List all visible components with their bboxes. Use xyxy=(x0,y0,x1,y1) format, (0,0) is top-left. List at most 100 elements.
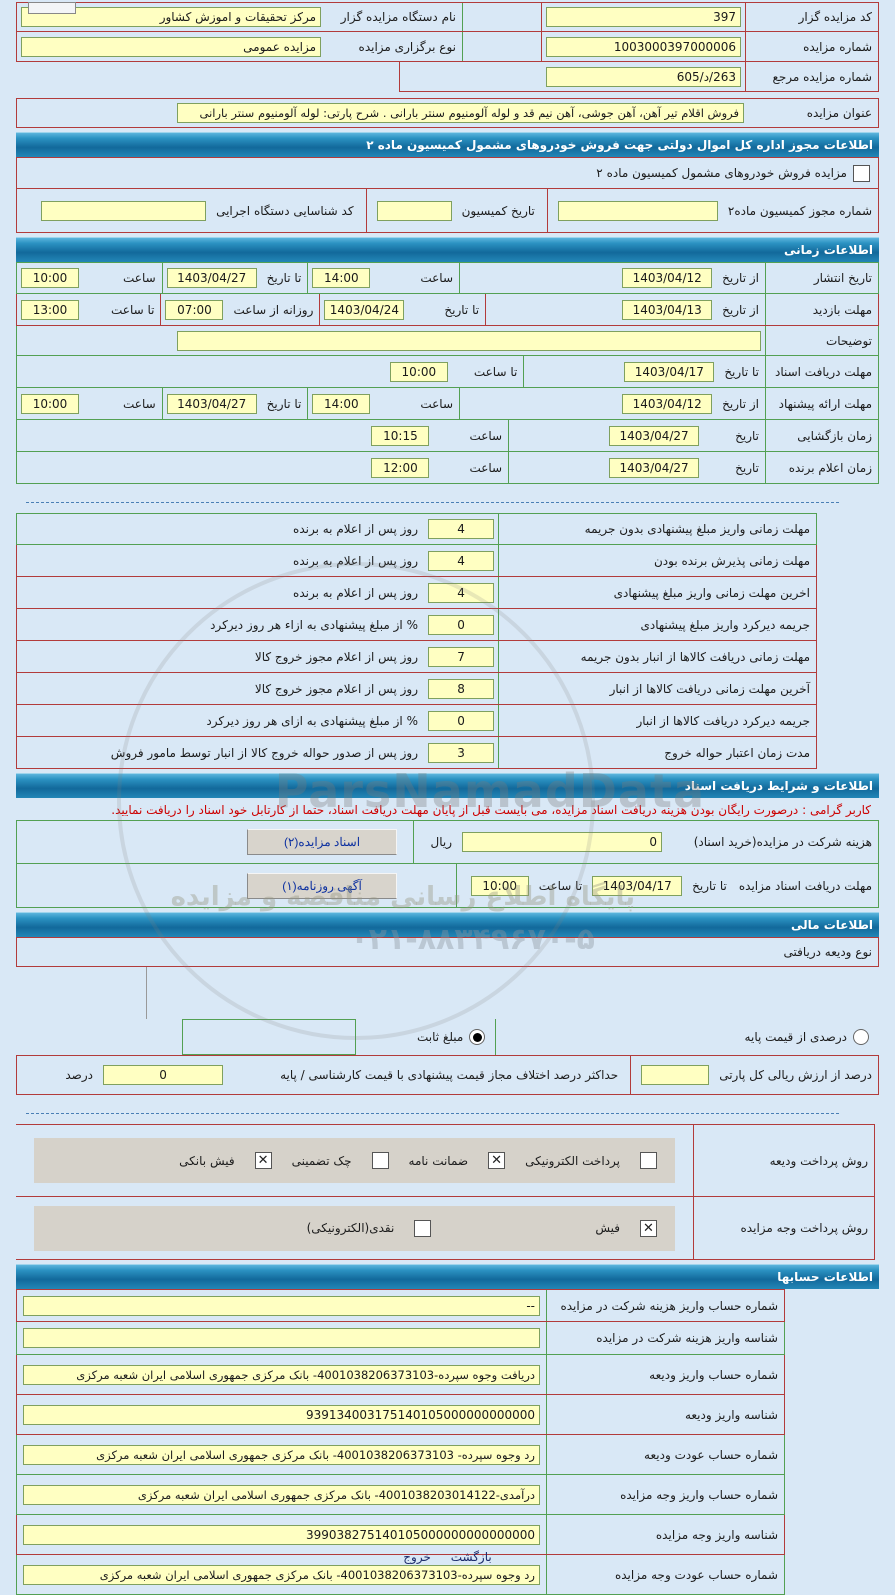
auctioneer-name-input[interactable]: مرکز تحقیقات و اموزش کشاور xyxy=(21,7,321,27)
offer-to-hour-label: ساعت xyxy=(123,396,156,411)
percent-of-base-radio-label: درصدی از قیمت پایه xyxy=(744,1030,847,1044)
penalty-row-input[interactable]: 4 xyxy=(428,550,494,571)
commission-date-input[interactable] xyxy=(376,200,452,221)
bank-slip-checkbox[interactable]: ✕ xyxy=(254,1152,272,1169)
opening-date-label: تاریخ xyxy=(735,428,759,443)
opening-hour-input[interactable]: 10:15 xyxy=(371,425,430,446)
visit-until-hour-label: تا ساعت xyxy=(111,302,155,317)
penalty-row-input[interactable]: 4 xyxy=(428,519,494,539)
publish-hour-input[interactable]: 14:00 xyxy=(312,268,371,288)
account-row-label: شماره حساب واریز وجه مزایده xyxy=(620,1487,778,1502)
cash-electronic-checkbox[interactable] xyxy=(414,1219,432,1237)
penalty-row-input[interactable]: 0 xyxy=(428,710,494,731)
auction-number-label: شماره مزایده xyxy=(803,39,872,54)
percent-of-lot-value-input[interactable] xyxy=(641,1065,710,1085)
participation-fee-label: هزینه شرکت در مزایده(خرید اسناد) xyxy=(693,835,872,849)
offer-from-date-input[interactable]: 1403/04/12 xyxy=(622,393,713,414)
exit-link[interactable]: خروج xyxy=(403,1550,431,1564)
account-row-label: شماره حساب واریز ودیعه xyxy=(649,1367,778,1382)
visit-to-date-input[interactable]: 1403/04/24 xyxy=(324,299,405,320)
auction-type-label: نوع برگزاری مزایده xyxy=(358,39,456,54)
penalty-row-label: جریمه دیرکرد دریافت کالاها از انبار xyxy=(636,713,810,728)
winner-time-label: زمان اعلام برنده xyxy=(788,460,872,475)
back-link[interactable]: بازگشت xyxy=(450,1550,492,1564)
publish-to-date-input[interactable]: 1403/04/27 xyxy=(166,268,257,288)
penalty-row-suffix: روز پس از اعلام به برنده xyxy=(293,585,418,600)
visit-from-date-input[interactable]: 1403/04/13 xyxy=(622,299,713,320)
auction-docs-button[interactable]: اسناد مزایده(۲) xyxy=(247,829,397,855)
account-row-input[interactable]: درآمدی-4001038203014122- بانک مرکزی جمهو… xyxy=(23,1484,540,1505)
penalty-row-label: آخرین مهلت زمانی دریافت کالاها از انبار xyxy=(609,681,810,696)
publish-to-hour-label: ساعت xyxy=(123,271,156,285)
guarantee-letter-label: ضمانت نامه xyxy=(408,1153,469,1168)
account-row-input[interactable]: رد وجوه سپرده- 4001038206373103- بانک مر… xyxy=(23,1444,540,1465)
guarantee-letter-checkbox[interactable]: ✕ xyxy=(488,1152,506,1169)
docs-receive-date-input[interactable]: 1403/04/17 xyxy=(592,875,683,896)
auction-type-input[interactable]: مزایده عمومی xyxy=(21,36,321,57)
dashed-separator xyxy=(26,1101,839,1114)
article2-checkbox-label: مزایده فروش خودروهای مشمول کمیسیون ماده … xyxy=(596,166,847,180)
deposit-payment-options: پرداخت الکترونیکی ✕ ضمانت نامه چک تضمینی… xyxy=(34,1138,675,1183)
auction-number-input[interactable]: 1003000397000006 xyxy=(546,36,741,57)
winner-date-input[interactable]: 1403/04/27 xyxy=(609,457,700,478)
penalty-row-input[interactable]: 8 xyxy=(428,678,494,699)
account-row-input[interactable]: -- xyxy=(23,1295,540,1316)
account-row-input[interactable]: 399038275140105000000000000000 xyxy=(23,1524,540,1545)
docs-receive-to-label: تا تاریخ xyxy=(692,878,727,893)
penalty-row-label: جریمه دیرکرد واریز مبلغ پیشنهادی xyxy=(640,617,811,632)
deposit-payment-method-label: روش پرداخت ودیعه xyxy=(769,1153,868,1168)
auction-payment-options: ✕ فیش نقدی(الکترونیکی) xyxy=(34,1205,675,1251)
newspaper-ad-button[interactable]: آگهی روزنامه(۱) xyxy=(247,872,397,899)
account-row-input[interactable]: دریافت وجوه سپرده-4001038206373103- بانک… xyxy=(23,1364,540,1385)
docs-to-date-input[interactable]: 1403/04/17 xyxy=(624,361,715,382)
opening-time-label: زمان بازگشایی xyxy=(797,428,872,443)
penalty-rows: مهلت زمانی واریز مبلغ پیشنهادی بدون جریم… xyxy=(16,513,817,769)
penalty-row-suffix: روز پس از اعلام به برنده xyxy=(293,522,418,536)
docs-until-hour-input[interactable]: 10:00 xyxy=(389,361,448,382)
participation-fee-input[interactable]: 0 xyxy=(462,832,662,852)
ref-number-input[interactable]: 263/د/605 xyxy=(546,66,741,87)
account-row-input[interactable]: رد وجوه سپرده-4001038206373103- بانک مرک… xyxy=(23,1564,540,1585)
winner-date-label: تاریخ xyxy=(735,460,759,475)
penalty-row-input[interactable]: 0 xyxy=(428,614,494,635)
fixed-amount-radio[interactable] xyxy=(469,1029,486,1045)
offer-to-date-input[interactable]: 1403/04/27 xyxy=(166,393,257,414)
auction-payment-method-label: روش پرداخت وجه مزایده xyxy=(740,1221,868,1235)
max-price-diff-input[interactable]: 0 xyxy=(103,1065,223,1085)
agency-id-input[interactable] xyxy=(41,200,207,221)
visit-daily-from-input[interactable]: 07:00 xyxy=(165,299,224,320)
deposit-type-label: نوع ودیعه دریافتی xyxy=(783,945,872,959)
account-row-label: شماره حساب عودت وجه مزایده xyxy=(614,1567,778,1582)
opening-date-input[interactable]: 1403/04/27 xyxy=(609,425,700,446)
offer-to-hour-input[interactable]: 10:00 xyxy=(21,393,79,414)
notes-input[interactable] xyxy=(177,330,761,351)
account-row-input[interactable] xyxy=(23,1328,540,1348)
penalty-row-input[interactable]: 7 xyxy=(428,646,494,667)
slip-checkbox[interactable]: ✕ xyxy=(640,1219,657,1237)
penalty-row-input[interactable]: 4 xyxy=(428,582,494,603)
percent-of-base-radio[interactable] xyxy=(853,1029,869,1045)
electronic-payment-checkbox[interactable] xyxy=(640,1152,657,1169)
docs-section: کاربر گرامی : درصورت رایگان بودن هزینه د… xyxy=(16,798,879,908)
publish-from-date-input[interactable]: 1403/04/12 xyxy=(622,268,713,288)
penalty-row-input[interactable]: 3 xyxy=(428,742,494,763)
docs-receive-time-input[interactable]: 10:00 xyxy=(470,875,529,896)
commission-permit-number-input[interactable] xyxy=(557,200,718,221)
auctioneer-code-input[interactable]: 397 xyxy=(546,7,741,27)
docs-until-hour-label: تا ساعت xyxy=(473,364,518,379)
agency-id-label: کد شناسایی دستگاه اجرایی xyxy=(216,203,354,218)
auctioneer-name-label: نام دستگاه مزایده گزار xyxy=(340,10,456,24)
auction-title-input[interactable]: فروش اقلام تیر آهن، آهن جوشی، آهن نیم قد… xyxy=(177,103,744,123)
winner-hour-input[interactable]: 12:00 xyxy=(371,457,430,478)
percent-of-lot-value-label: درصد از ارزش ریالی کل پارتی xyxy=(719,1068,872,1082)
visit-until-hour-input[interactable]: 13:00 xyxy=(21,299,79,320)
certified-check-checkbox[interactable] xyxy=(371,1152,389,1169)
opening-hour-label: ساعت xyxy=(469,428,503,443)
account-row-input[interactable]: 939134003175140105000000000000 xyxy=(23,1404,540,1425)
offer-hour-label: ساعت xyxy=(420,396,453,411)
permit-section: مزایده فروش خودروهای مشمول کمیسیون ماده … xyxy=(16,157,879,233)
max-price-diff-label: حداکثر درصد اختلاف مجاز قیمت پیشنهادی با… xyxy=(280,1068,619,1082)
offer-hour-input[interactable]: 14:00 xyxy=(312,393,371,414)
article2-checkbox[interactable] xyxy=(853,164,870,182)
publish-to-hour-input[interactable]: 10:00 xyxy=(21,268,79,288)
